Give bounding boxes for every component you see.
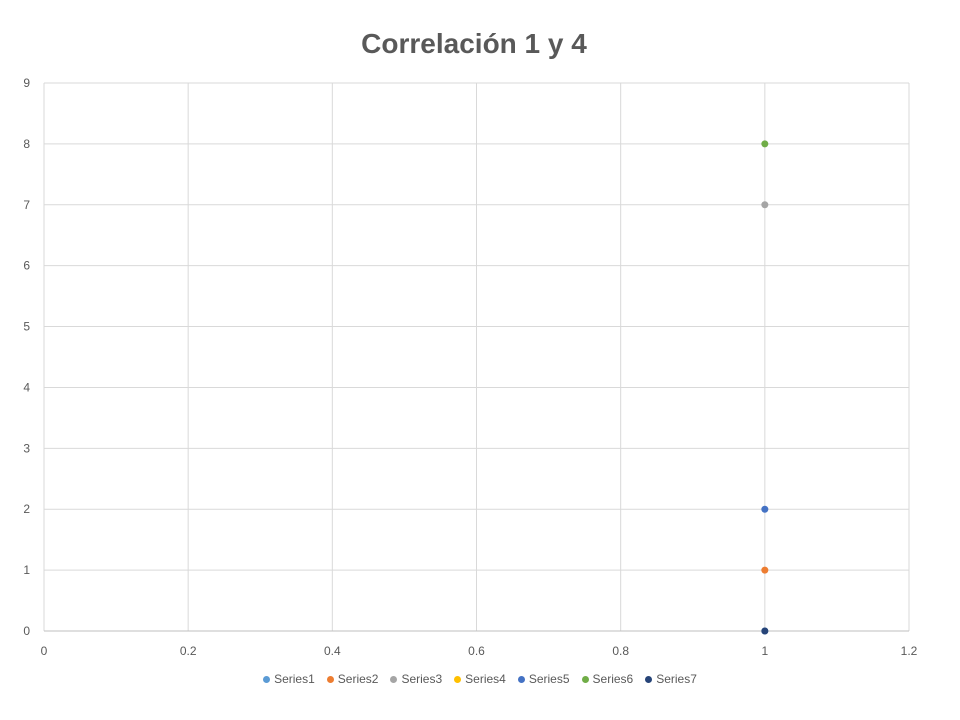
legend-label: Series3 [401,672,443,686]
legend-label: Series1 [274,672,315,686]
y-tick-label: 4 [23,380,30,394]
x-tick-label: 1.2 [901,644,918,658]
legend-marker-icon [581,675,589,683]
legend-item: Series5 [517,672,570,686]
legend-marker-icon [390,675,398,683]
legend: Series1 Series2 Series3 Series4 Series5 Serie… [0,672,960,686]
x-tick-label: 0.8 [612,644,629,658]
legend-item: Series7 [645,672,697,686]
legend-marker-icon [517,675,525,683]
y-tick-label: 6 [23,259,30,273]
y-tick-label: 9 [23,76,30,90]
legend-item: Series1 [263,672,315,686]
legend-marker-icon [454,675,462,683]
legend-item: Series4 [454,672,506,686]
x-tick-label: 0 [41,644,48,658]
y-tick-label: 8 [23,137,30,151]
legend-item: Series2 [326,672,379,686]
y-tick-label: 1 [23,563,30,577]
data-point-series7 [761,627,769,635]
legend-marker-icon [263,675,271,683]
data-point-series2 [761,566,769,574]
data-point-series3 [761,201,769,209]
y-tick-label: 2 [23,502,30,516]
y-tick-label: 3 [23,441,30,455]
x-tick-label: 0.2 [180,644,197,658]
legend-label: Series2 [337,672,379,686]
legend-label: Series5 [528,672,570,686]
legend-label: Series6 [592,672,634,686]
x-tick-label: 0.6 [468,644,485,658]
y-tick-label: 0 [23,624,30,638]
data-point-series6 [761,140,769,148]
legend-marker-icon [326,675,334,683]
legend-item: Series6 [581,672,634,686]
x-tick-label: 0.4 [324,644,341,658]
legend-label: Series4 [465,672,506,686]
data-point-series5 [761,505,769,513]
x-tick-label: 1 [761,644,768,658]
y-tick-label: 5 [23,320,30,334]
legend-item: Series3 [390,672,442,686]
legend-label: Series7 [656,672,697,686]
chart-title: Correlación 1 y 4 [361,28,587,59]
y-tick-label: 7 [23,198,30,212]
legend-marker-icon [645,675,653,683]
